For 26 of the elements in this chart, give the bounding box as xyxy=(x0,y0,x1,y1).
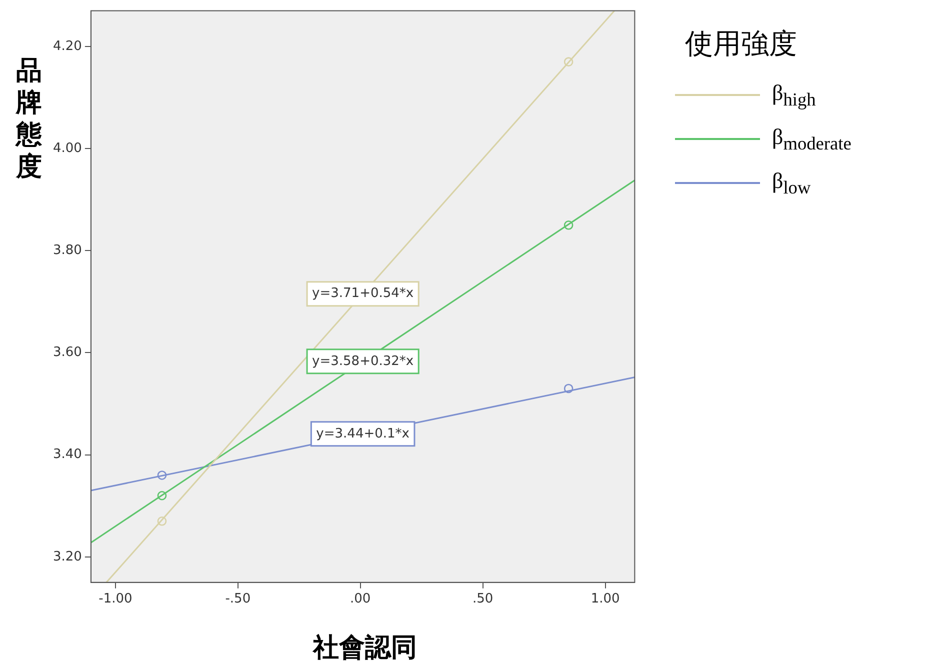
y-tick-label: 3.20 xyxy=(52,549,82,564)
x-tick-label: .00 xyxy=(350,592,371,607)
y-tick-label: 3.80 xyxy=(52,243,82,258)
x-tick-label: -.50 xyxy=(225,592,251,607)
y-tick-label: 3.40 xyxy=(52,447,82,462)
x-tick-label: 1.00 xyxy=(590,592,620,607)
x-tick-label: -1.00 xyxy=(98,592,132,607)
y-tick-label: 3.60 xyxy=(52,345,82,360)
annotation: y=3.44+0.1*x xyxy=(316,426,410,442)
y-tick-label: 4.20 xyxy=(52,38,82,54)
point xyxy=(157,516,167,526)
y-tick-label: 4.00 xyxy=(52,140,82,156)
annotation: y=3.71+0.54*x xyxy=(312,286,414,302)
point xyxy=(564,220,574,230)
point xyxy=(564,57,574,66)
point xyxy=(157,470,167,480)
legend-label: β$_{high}$ xyxy=(772,80,816,110)
x-axis-title: 社會認同 xyxy=(312,632,418,665)
point xyxy=(157,490,167,500)
point xyxy=(564,384,574,394)
legend-label: β$_{moderate}$ xyxy=(772,124,852,154)
x-tick-label: .50 xyxy=(472,592,494,607)
legend-title: 使用強度 xyxy=(685,26,798,62)
annotation: y=3.58+0.32*x xyxy=(312,354,414,369)
legend-label: β$_{low}$ xyxy=(772,168,811,198)
y-axis-title: 品牌態度 xyxy=(14,55,43,183)
